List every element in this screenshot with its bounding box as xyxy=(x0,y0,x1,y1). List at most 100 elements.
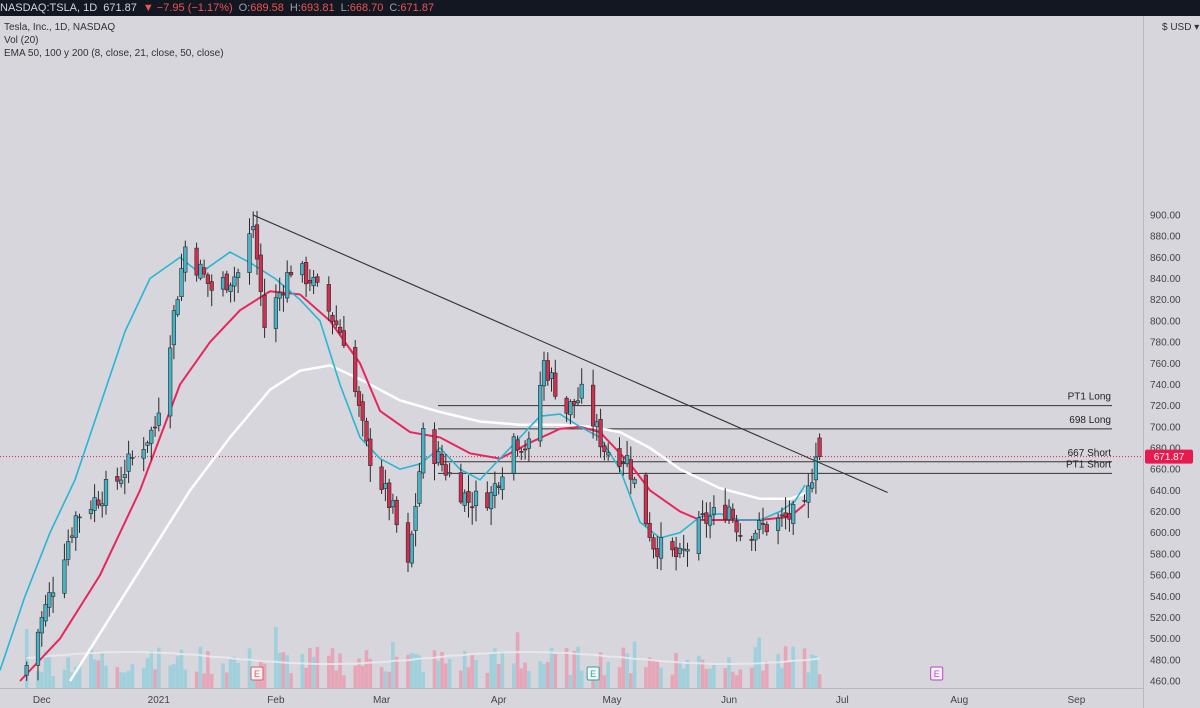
volume-bar xyxy=(145,658,150,688)
candle-body xyxy=(35,631,41,666)
volume-bar xyxy=(115,667,120,688)
candle-body xyxy=(749,538,754,541)
candle-body xyxy=(436,450,441,464)
volume-bar xyxy=(806,672,811,688)
volume-bar xyxy=(360,665,365,688)
price-tick-label: 660.00 xyxy=(1150,465,1181,476)
volume-bar xyxy=(149,650,154,688)
candle-body xyxy=(77,516,82,519)
volume-bar xyxy=(274,627,278,688)
candle-body xyxy=(254,224,260,260)
volume-bar xyxy=(141,667,146,688)
candle-body xyxy=(307,279,313,284)
volume-bar xyxy=(262,663,267,688)
symbol-name[interactable]: NASDAQ:TSLA, 1D xyxy=(0,2,98,14)
time-tick-label: Apr xyxy=(491,695,507,706)
candle-body xyxy=(315,276,320,283)
candle-body xyxy=(575,400,581,403)
last-price: 671.87 xyxy=(103,2,137,14)
candle-body xyxy=(764,524,769,533)
candle-body xyxy=(447,472,452,475)
open-label: O: xyxy=(238,2,251,14)
volume-bar xyxy=(549,647,554,688)
legend-volume: Vol (20) xyxy=(4,35,39,46)
candle-body xyxy=(787,513,792,520)
candle-body xyxy=(130,456,135,459)
volume-bar xyxy=(175,656,180,688)
price-axis[interactable]: 460.00 480.00 500.00 520.00 540.00 560.00 580.… xyxy=(1150,211,1181,688)
price-tick-label: 820.00 xyxy=(1150,295,1181,306)
candle-body xyxy=(73,515,78,538)
candle-body xyxy=(277,292,282,299)
earnings-letter: E xyxy=(590,669,596,679)
candle-body xyxy=(783,512,788,517)
volume-bar xyxy=(632,641,637,688)
candle-body xyxy=(696,517,701,554)
volume-bar xyxy=(394,656,399,688)
price-tick-label: 700.00 xyxy=(1150,422,1181,433)
volume-ma-line xyxy=(26,651,820,665)
candle-body xyxy=(590,384,596,427)
candle-body xyxy=(791,504,796,524)
candle-body xyxy=(356,391,362,406)
level-label: PT1 Short xyxy=(1066,459,1111,470)
volume-bar xyxy=(383,671,388,688)
volume-bar xyxy=(485,673,490,688)
volume-bar xyxy=(40,672,44,688)
time-axis[interactable]: Dec 2021 Feb Mar Apr May Jun Jul Aug Sep xyxy=(33,695,1086,706)
volume-bar xyxy=(24,629,29,688)
earnings-badge xyxy=(250,666,264,681)
candle-body xyxy=(281,293,286,296)
volume-bar xyxy=(761,670,765,688)
candle-body xyxy=(409,533,414,564)
candle-body xyxy=(387,482,392,508)
candle-body xyxy=(462,492,467,506)
candle-body xyxy=(232,276,237,287)
volume-bar xyxy=(579,670,584,688)
candle-body xyxy=(236,272,241,278)
candle-body xyxy=(496,485,501,488)
volume-bar xyxy=(787,661,792,688)
volume-bar xyxy=(421,672,425,688)
volume-bar xyxy=(153,669,157,688)
ema-8-line xyxy=(0,251,806,671)
volume-bar xyxy=(285,655,289,688)
candle-body xyxy=(220,276,226,290)
volume-bar xyxy=(704,669,709,688)
candle-body xyxy=(326,284,331,312)
volume-bar xyxy=(417,655,422,688)
candle-body xyxy=(39,617,44,634)
candle-body xyxy=(488,492,494,510)
candle-body xyxy=(443,464,448,476)
volume-bar xyxy=(194,671,199,688)
volume-bar xyxy=(364,650,369,688)
volume-bar xyxy=(308,648,312,688)
candle-body xyxy=(168,347,173,417)
candle-body xyxy=(470,506,475,509)
candle-body xyxy=(439,453,445,466)
volume-bar xyxy=(89,649,93,688)
candle-body xyxy=(621,462,626,465)
candle-body xyxy=(753,532,758,541)
price-tick-label: 860.00 xyxy=(1150,253,1181,264)
volume-bar xyxy=(674,653,678,688)
candle-body xyxy=(198,263,203,279)
volume-bar xyxy=(647,657,652,688)
time-tick-label: Sep xyxy=(1068,695,1086,706)
volume-bar xyxy=(738,669,743,688)
candle-body xyxy=(617,448,622,467)
volume-bar xyxy=(126,670,131,688)
volume-bar xyxy=(681,668,686,688)
price-tick-label: 680.00 xyxy=(1150,444,1181,455)
currency-selector[interactable]: $ USD ▾ xyxy=(1162,22,1200,33)
candle-body xyxy=(711,507,716,515)
legend-title: Tesla, Inc., 1D, NASDAQ xyxy=(4,22,116,33)
candle-body xyxy=(670,541,675,551)
candle-body xyxy=(541,360,547,387)
candle-body xyxy=(311,276,316,287)
volume-bar xyxy=(810,654,814,688)
candle-body xyxy=(681,548,686,551)
volume-bar xyxy=(327,655,331,688)
